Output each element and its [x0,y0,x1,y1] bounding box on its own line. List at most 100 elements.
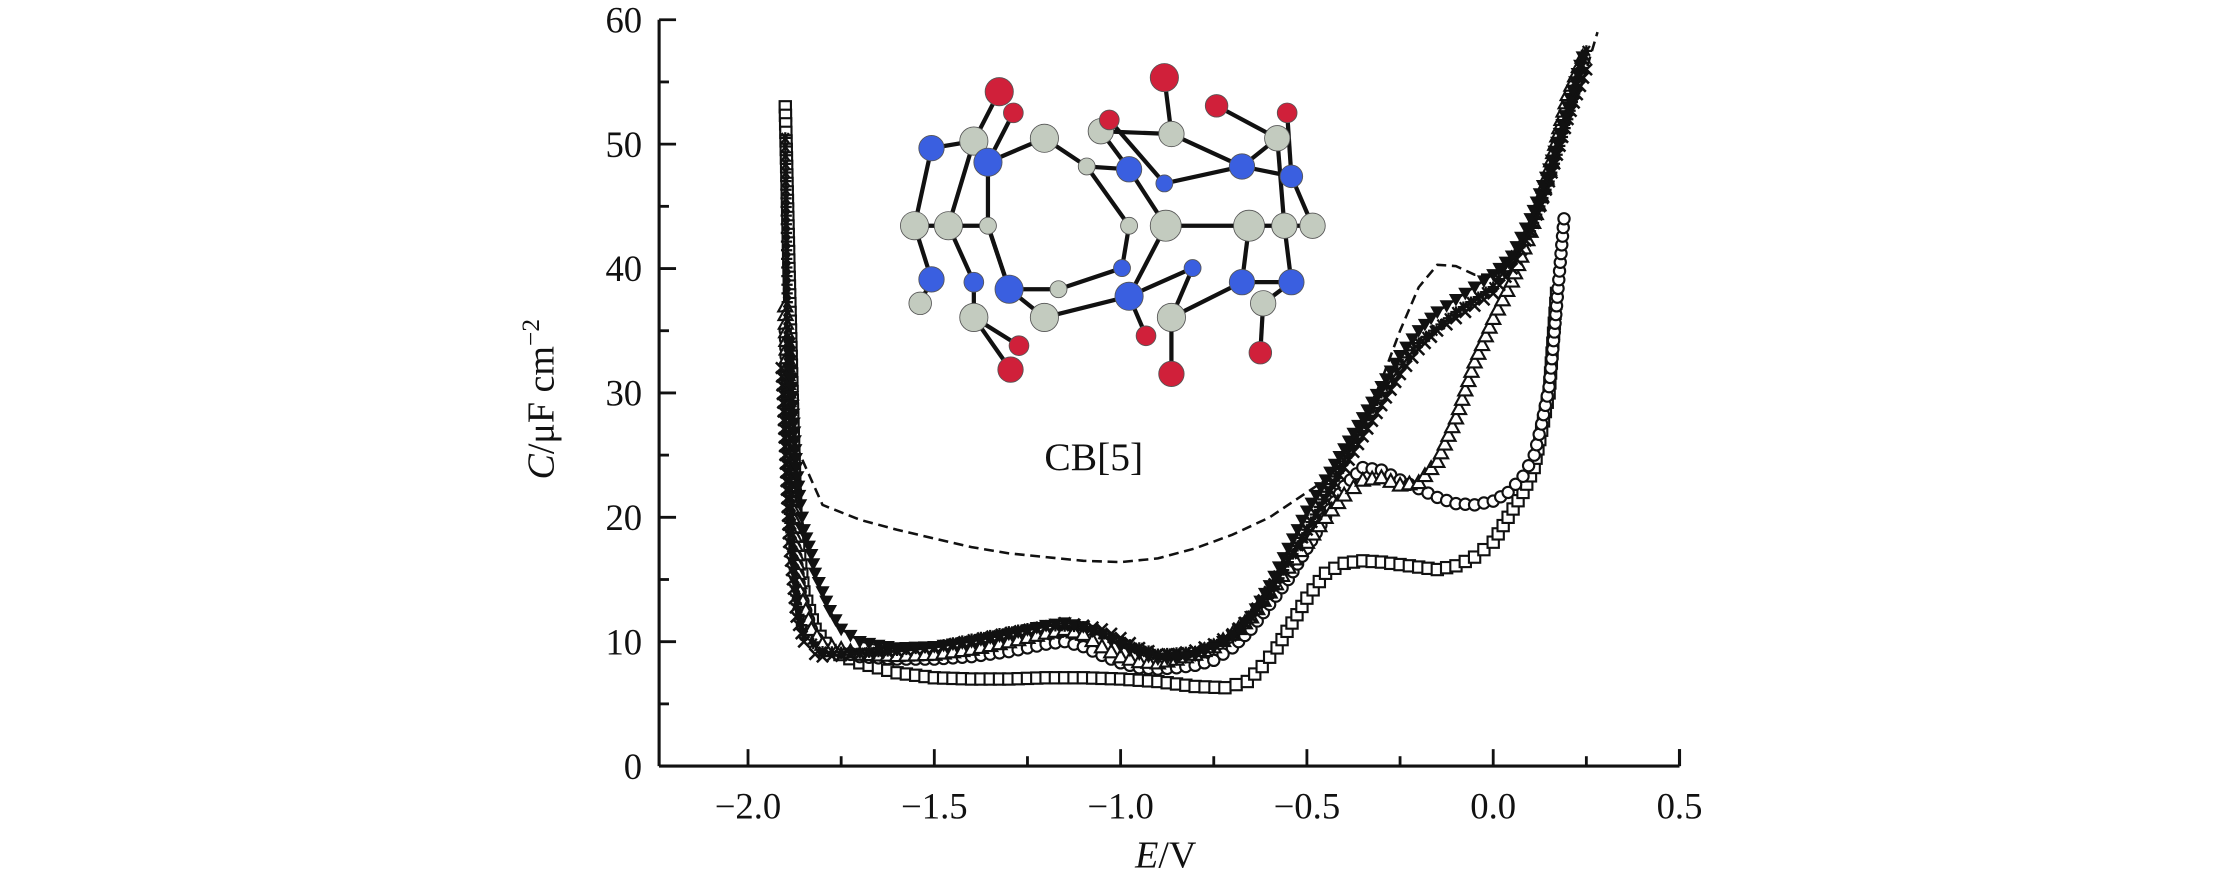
triangle-down-marker [815,586,830,599]
asterisk-marker [786,509,798,521]
oxygen-atom [1204,94,1229,118]
asterisk-marker [1492,273,1505,285]
asterisk-marker [781,322,794,335]
asterisk-marker [787,536,799,548]
nitrogen-atom [1155,174,1174,193]
nitrogen-atom [963,271,985,293]
triangle-down-marker [1355,412,1370,425]
triangle-down-marker [822,604,838,618]
triangle-down-marker [1405,333,1420,347]
triangle-down-marker [1365,396,1380,410]
asterisk-marker [1334,463,1346,475]
triangle-up-marker [1459,371,1478,388]
triangle-down-marker [811,576,826,590]
asterisk-marker [1338,455,1350,467]
oxygen-atom [1276,102,1298,124]
x-axis-unit: /V [1158,835,1197,877]
nitrogen-atom [918,135,945,162]
asterisk-marker [854,647,866,659]
carbon-atom [1158,120,1185,148]
asterisk-marker [1326,478,1338,490]
asterisk-marker [1273,572,1285,584]
triangle-up-marker [1447,408,1465,425]
triangle-down-marker [1327,458,1342,472]
asterisk-marker [783,419,795,431]
asterisk-marker [780,201,792,213]
circle-marker [1521,458,1536,473]
carbon-atom [900,211,930,241]
triangle-down-marker [1439,300,1454,313]
asterisk-marker [781,261,793,274]
carbon-atom [1029,123,1059,153]
cb5-molecule-image [900,63,1326,387]
triangle-down-marker [1309,489,1324,503]
asterisk-marker [784,455,796,467]
asterisk-marker [782,331,794,343]
asterisk-marker [816,645,829,658]
asterisk-marker [1301,524,1313,536]
asterisk-marker [1264,588,1276,601]
asterisk-marker [1580,45,1593,57]
series-line [784,56,1584,664]
circle-marker [1557,212,1571,226]
triangle-up-marker [1329,493,1347,510]
asterisk-marker [1313,501,1325,513]
triangle-down-marker [788,444,803,457]
asterisk-marker [1457,301,1470,313]
triangle-down-marker [1346,427,1361,441]
x-axis-title: E/V [1134,835,1197,877]
series-open-triangle-up [776,47,1592,670]
molecule-bond [1163,164,1243,186]
triangle-down-marker [1575,51,1590,65]
asterisk-marker [793,609,805,621]
x-tick-label: −2.0 [715,785,782,826]
asterisk-marker [1527,217,1540,229]
triangle-down-marker [1458,287,1473,301]
y-axis-exp: −2 [517,319,545,346]
triangle-up-marker [1439,425,1458,442]
asterisk-marker [780,166,792,179]
triangle-down-marker [1547,145,1562,159]
triangle-down-marker [945,638,961,652]
asterisk-marker [779,132,791,144]
asterisk-marker [1321,486,1334,498]
triangle-down-marker [792,489,807,503]
triangle-down-marker [1178,651,1193,665]
triangle-down-marker [1430,306,1445,320]
triangle-up-marker [1443,417,1462,434]
triangle-down-marker [782,346,797,360]
asterisk-marker [1359,417,1371,429]
asterisk-marker [782,384,794,396]
triangle-down-marker [1150,653,1165,667]
triangle-down-marker [784,373,799,386]
asterisk-marker [795,619,808,631]
asterisk-marker [1402,351,1414,364]
triangle-down-marker [899,641,914,655]
asterisk-marker [1413,337,1425,349]
nitrogen-atom [973,147,1003,177]
asterisk-marker [780,175,792,187]
triangle-down-marker [1267,570,1282,584]
asterisk-marker [780,218,792,230]
triangle-down-marker [1563,92,1578,106]
asterisk-marker [1503,257,1515,269]
asterisk-marker [1381,380,1393,392]
nitrogen-atom [1113,259,1131,277]
triangle-up-marker [1083,631,1102,648]
triangle-up-marker [1484,309,1503,325]
triangle-down-marker [917,641,933,655]
triangle-down-marker [1417,318,1432,332]
triangle-down-marker [1257,587,1273,601]
triangle-down-marker [1160,653,1175,667]
triangle-down-marker [1011,626,1026,640]
series-open-circle [778,212,1571,676]
triangle-down-marker [806,558,821,572]
asterisk-marker [1397,358,1409,371]
oxygen-atom [1099,109,1120,131]
inset-label: CB[5] [1044,435,1143,479]
asterisk-marker [1287,548,1299,560]
asterisk-marker [1480,286,1492,298]
carbon-atom [959,302,989,332]
triangle-down-marker [1332,451,1347,464]
asterisk-marker [1355,425,1367,437]
